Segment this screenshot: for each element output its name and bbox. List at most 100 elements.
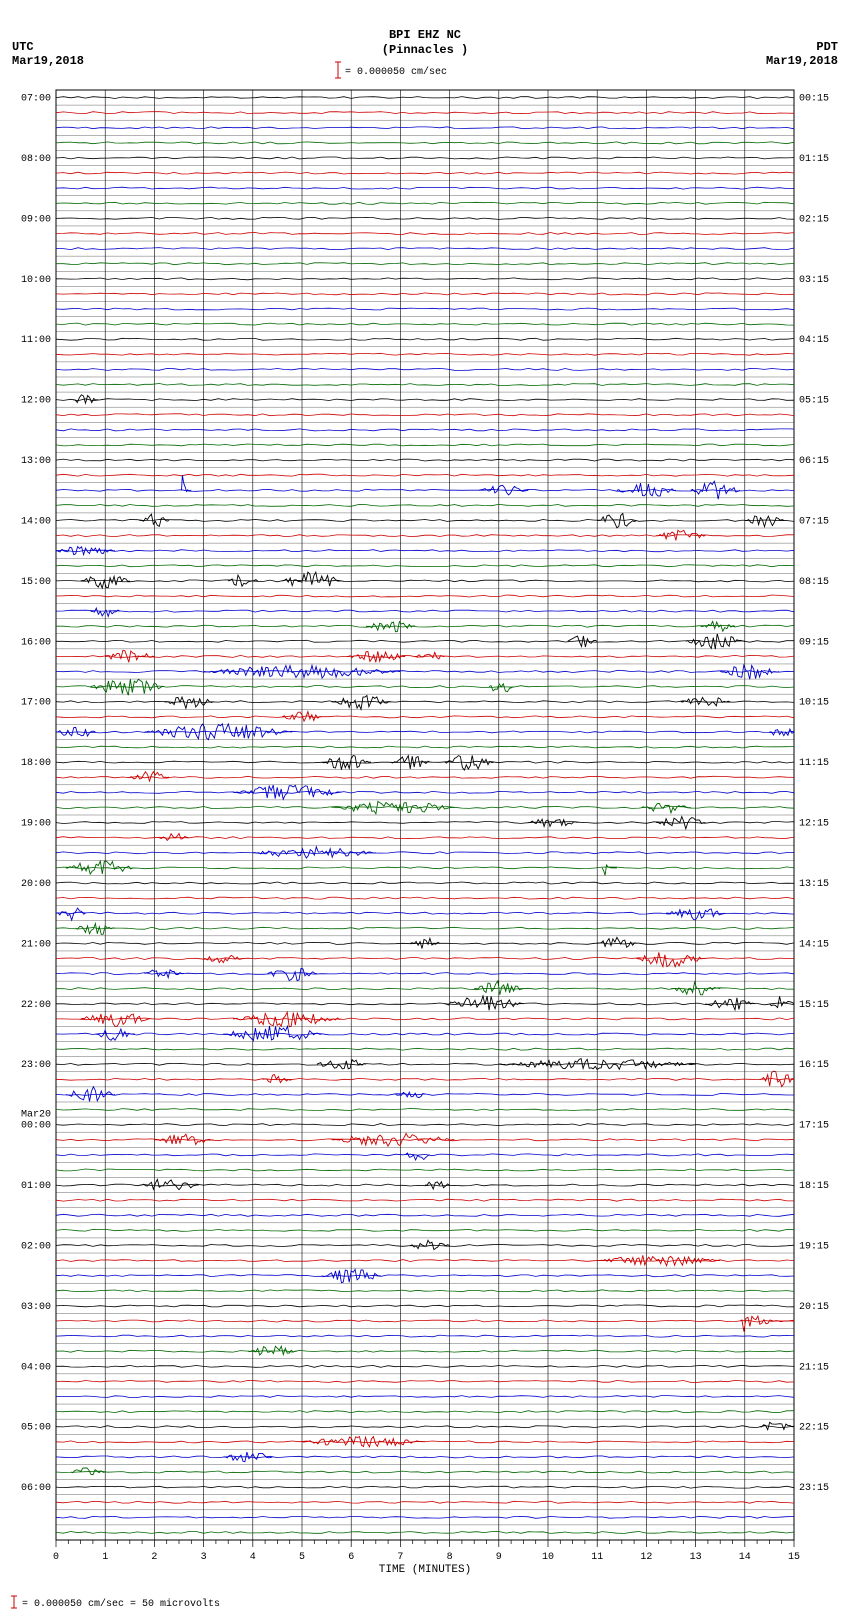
pdt-time-label: 12:15 — [799, 819, 829, 830]
seismic-event — [769, 996, 794, 1007]
seismogram-trace — [56, 852, 794, 854]
seismogram-trace — [56, 157, 794, 159]
pdt-time-label: 22:15 — [799, 1423, 829, 1434]
pdt-time-label: 06:15 — [799, 456, 829, 467]
x-tick-label: 13 — [690, 1552, 702, 1563]
seismogram-trace — [56, 1048, 794, 1050]
seismogram-trace — [56, 927, 794, 929]
utc-time-label: 21:00 — [21, 939, 51, 950]
seismogram-trace — [56, 1320, 794, 1322]
seismogram-trace — [56, 1199, 794, 1201]
pdt-time-label: 18:15 — [799, 1181, 829, 1192]
pdt-time-label: 04:15 — [799, 335, 829, 346]
seismogram-trace — [56, 202, 794, 204]
date-change-label: Mar20 — [21, 1110, 51, 1121]
seismic-event — [302, 1437, 425, 1447]
date-left: Mar19,2018 — [12, 54, 84, 68]
seismic-event — [686, 634, 745, 649]
seismogram-trace — [56, 1229, 794, 1231]
seismogram-trace — [56, 1109, 794, 1111]
seismogram-trace — [56, 97, 794, 99]
seismogram-trace — [56, 233, 794, 235]
x-axis-label: TIME (MINUTES) — [379, 1564, 471, 1576]
utc-time-label: 11:00 — [21, 335, 51, 346]
utc-time-label: 04:00 — [21, 1362, 51, 1373]
seismic-event — [159, 834, 189, 841]
x-tick-label: 8 — [447, 1552, 453, 1563]
seismogram-trace — [56, 1169, 794, 1171]
seismic-event — [740, 1316, 794, 1332]
seismic-event — [282, 572, 341, 586]
seismogram-trace — [56, 474, 794, 476]
scale-text: = 0.000050 cm/sec — [345, 66, 447, 78]
utc-time-label: 15:00 — [21, 577, 51, 588]
seismogram-trace — [56, 1532, 794, 1534]
utc-time-label: 09:00 — [21, 214, 51, 225]
seismogram-trace — [56, 1139, 794, 1141]
seismic-event — [105, 650, 154, 662]
footer-scale-text: = 0.000050 cm/sec = 50 microvolts — [22, 1598, 220, 1610]
seismogram-trace — [56, 580, 794, 582]
utc-time-label: 16:00 — [21, 637, 51, 648]
tz-left: UTC — [12, 40, 34, 54]
seismogram-trace — [56, 429, 794, 431]
seismic-event — [637, 952, 706, 966]
x-tick-label: 0 — [53, 1552, 59, 1563]
seismogram-trace — [56, 1411, 794, 1413]
seismogram-trace — [56, 1501, 794, 1503]
seismic-event — [56, 908, 86, 920]
seismic-event — [332, 1134, 455, 1147]
utc-time-label: 20:00 — [21, 879, 51, 890]
station-id: BPI EHZ NC — [389, 28, 461, 42]
seismogram-trace — [56, 565, 794, 567]
pdt-time-label: 16:15 — [799, 1060, 829, 1071]
utc-time-label: 02:00 — [21, 1241, 51, 1252]
seismogram-trace — [56, 671, 794, 673]
x-tick-label: 10 — [542, 1552, 554, 1563]
seismogram-trace — [56, 338, 794, 340]
utc-time-label: 22:00 — [21, 1000, 51, 1011]
seismogram-trace — [56, 988, 794, 990]
seismic-event — [760, 1071, 794, 1087]
seismogram-trace — [56, 942, 794, 944]
seismogram-trace — [56, 1214, 794, 1216]
seismic-event — [602, 865, 617, 876]
utc-time-label: 19:00 — [21, 819, 51, 830]
seismic-event — [597, 513, 636, 527]
seismogram-trace — [56, 1305, 794, 1307]
seismogram-trace — [56, 882, 794, 884]
seismogram-trace — [56, 1380, 794, 1382]
seismogram-trace — [56, 1396, 794, 1398]
utc-time-label: 10:00 — [21, 275, 51, 286]
utc-time-label: 07:00 — [21, 94, 51, 105]
seismogram-trace — [56, 293, 794, 295]
seismic-event — [396, 1092, 426, 1097]
utc-time-label: 05:00 — [21, 1423, 51, 1434]
seismogram-trace — [56, 1456, 794, 1458]
utc-time-label: 08:00 — [21, 154, 51, 165]
seismogram-trace — [56, 731, 794, 733]
pdt-time-label: 19:15 — [799, 1241, 829, 1252]
utc-time-label: 23:00 — [21, 1060, 51, 1071]
seismic-event — [745, 516, 784, 527]
pdt-time-label: 21:15 — [799, 1362, 829, 1373]
seismogram-trace — [56, 444, 794, 446]
pdt-time-label: 02:15 — [799, 214, 829, 225]
seismogram-trace — [56, 867, 794, 869]
seismic-event — [489, 684, 514, 692]
utc-time-label: 13:00 — [21, 456, 51, 467]
seismic-event — [642, 803, 691, 813]
seismogram-trace — [56, 1486, 794, 1488]
seismogram-trace — [56, 278, 794, 280]
seismogram-trace — [56, 1018, 794, 1020]
seismogram-trace — [56, 807, 794, 809]
seismogram-trace — [56, 625, 794, 627]
seismic-event — [597, 937, 636, 947]
x-tick-label: 1 — [102, 1552, 108, 1563]
pdt-time-label: 13:15 — [799, 879, 829, 890]
utc-time-label: 01:00 — [21, 1181, 51, 1192]
seismogram-trace — [56, 127, 794, 129]
seismogram-trace — [56, 172, 794, 174]
seismogram-trace — [56, 595, 794, 597]
seismogram-trace — [56, 217, 794, 219]
